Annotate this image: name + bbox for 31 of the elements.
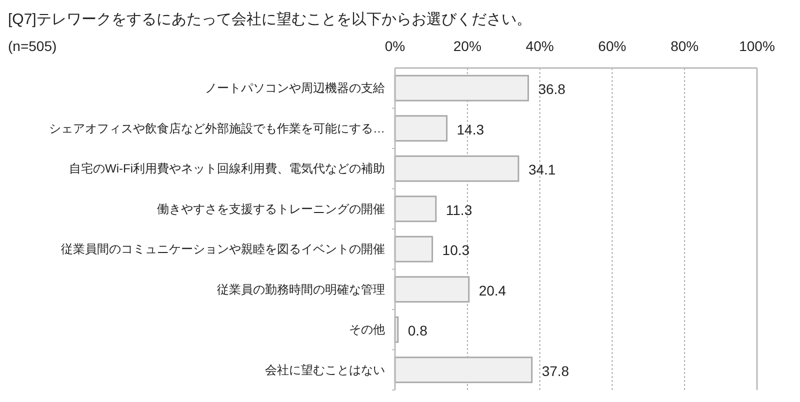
x-tick-label: 0% (384, 38, 406, 54)
text: (n=505) (8, 38, 57, 54)
y-tick-label: 自宅のWi-Fi利用費やネット回線利用費、電気代などの補助 (69, 162, 385, 176)
bar (394, 276, 470, 303)
y-tick-label: ノートパソコンや周辺機器の支給 (205, 81, 385, 96)
data-label: 36.8 (538, 81, 566, 98)
x-tick-label: 100% (739, 38, 775, 54)
bar (394, 74, 529, 102)
data-label: 0.8 (408, 322, 428, 339)
data-label: 11.3 (446, 202, 472, 218)
data-label: 37.8 (542, 362, 570, 379)
bar (394, 155, 520, 182)
text: [Q7]テレワークをするにあたって会社に望むことを以下からお選びください。 (8, 11, 532, 28)
y-tick-label: 働きやすさを支援するトレーニングの開催 (157, 202, 385, 216)
x-tick-label: 40% (526, 38, 554, 54)
x-tick-label: 60% (598, 38, 626, 54)
y-tick-label: その他 (349, 322, 385, 337)
x-tick-label: 80% (670, 38, 699, 54)
bar (394, 236, 434, 262)
data-label: 10.3 (442, 242, 470, 258)
y-tick-label: シェアオフィスや飲食店など外部施設でも作業を可能にする… (49, 121, 385, 136)
data-label: 14.3 (456, 121, 484, 138)
bar (394, 115, 448, 142)
data-label: 20.4 (478, 282, 506, 298)
data-label: 34.1 (528, 162, 556, 178)
y-tick-label: 会社に望むことはない (265, 362, 385, 377)
bar (394, 356, 533, 384)
x-tick-label: 20% (453, 38, 482, 54)
y-tick-label: 従業員の勤務時間の明確な管理 (217, 282, 385, 296)
bar (394, 196, 437, 222)
y-tick-label: 従業員間のコミュニケーションや親睦を図るイベントの開催 (61, 242, 385, 256)
